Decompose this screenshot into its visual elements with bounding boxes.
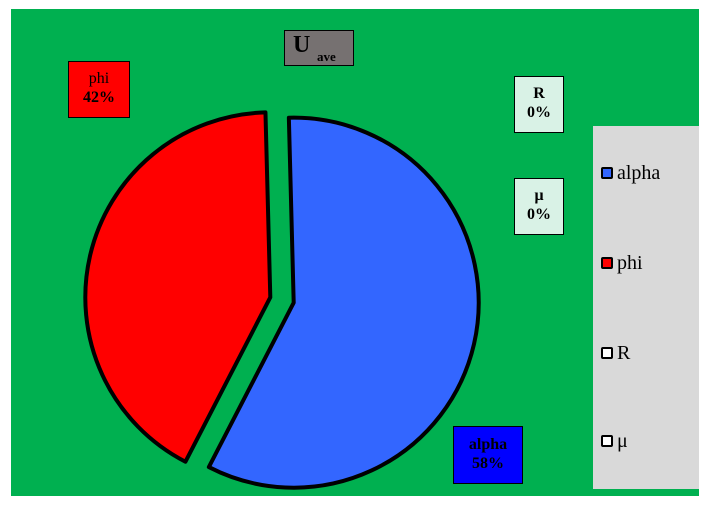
legend-label-mu: μ <box>617 429 628 452</box>
data-label-phi: phi 42% <box>68 61 130 118</box>
legend-item-mu: μ <box>601 428 628 454</box>
data-label-mu: μ 0% <box>514 178 564 235</box>
legend-label-alpha: alpha <box>617 161 661 184</box>
data-label-alpha-name: alpha <box>468 436 508 453</box>
legend-swatch-phi <box>601 257 613 269</box>
data-label-phi-pct: 42% <box>83 89 115 106</box>
chart-title: U ave <box>284 30 354 66</box>
pie-slice-phi <box>83 110 273 464</box>
data-label-R-name: R <box>533 85 545 102</box>
legend-swatch-R <box>601 347 613 359</box>
data-label-mu-pct: 0% <box>527 206 551 223</box>
legend: alpha phi R μ <box>593 126 699 489</box>
legend-label-phi: phi <box>617 251 643 274</box>
legend-item-R: R <box>601 340 630 366</box>
pie-slice-alpha <box>206 115 481 490</box>
data-label-alpha: alpha 58% <box>453 426 523 484</box>
legend-swatch-mu <box>601 435 613 447</box>
chart-title-main: U <box>293 32 311 58</box>
legend-item-phi: phi <box>601 250 643 276</box>
data-label-phi-name: phi <box>88 70 110 87</box>
data-label-R-pct: 0% <box>527 104 551 121</box>
legend-label-R: R <box>617 341 631 364</box>
legend-item-alpha: alpha <box>601 160 660 186</box>
data-label-alpha-pct: 58% <box>472 455 504 472</box>
data-label-mu-name: μ <box>534 187 544 204</box>
legend-swatch-alpha <box>601 167 613 179</box>
chart-title-subscript: ave <box>317 49 336 64</box>
data-label-R: R 0% <box>514 76 564 133</box>
